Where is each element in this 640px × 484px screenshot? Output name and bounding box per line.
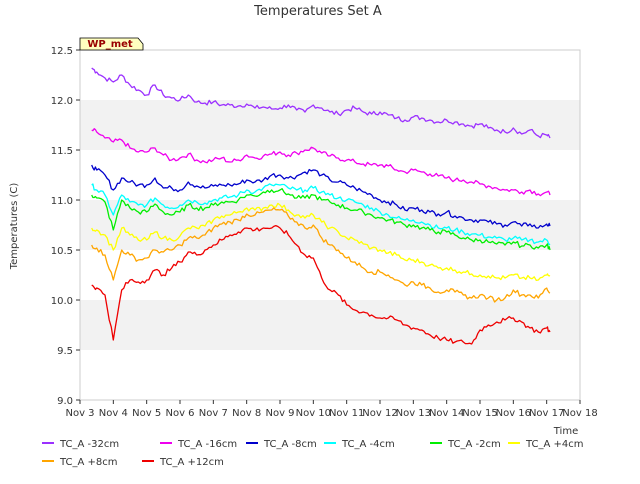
legend-entry: TC_A -4cm bbox=[341, 439, 395, 450]
legend-entry: TC_A +8cm bbox=[59, 457, 118, 468]
y-tick-label: 9.5 bbox=[57, 346, 73, 357]
series-line bbox=[91, 188, 551, 251]
grid-band bbox=[80, 200, 580, 250]
x-tick-label: Nov 5 bbox=[132, 408, 161, 419]
y-tick-label: 11.0 bbox=[51, 196, 73, 207]
x-tick-label: Nov 17 bbox=[529, 408, 564, 419]
x-tick-label: Nov 13 bbox=[396, 408, 431, 419]
y-axis-label: Temperatures (C) bbox=[9, 183, 20, 271]
y-tick-label: 10.5 bbox=[51, 246, 73, 257]
series-line bbox=[91, 128, 551, 197]
series-lines bbox=[91, 67, 551, 345]
legend-entry: TC_A -8cm bbox=[263, 439, 317, 450]
legend-entry: TC_A -16cm bbox=[177, 439, 237, 450]
x-tick-label: Nov 10 bbox=[296, 408, 331, 419]
series-line bbox=[91, 67, 551, 139]
grid-band bbox=[80, 100, 580, 150]
grid-bands bbox=[80, 100, 580, 350]
x-tick-label: Nov 11 bbox=[329, 408, 364, 419]
x-tick-label: Nov 3 bbox=[65, 408, 94, 419]
x-tick-label: Nov 16 bbox=[496, 408, 531, 419]
y-tick-label: 12.0 bbox=[51, 96, 73, 107]
x-tick-label: Nov 15 bbox=[462, 408, 497, 419]
x-tick-label: Nov 12 bbox=[362, 408, 397, 419]
x-tick-label: Nov 4 bbox=[99, 408, 128, 419]
plot-area bbox=[79, 49, 581, 401]
y-tick-label: 10.0 bbox=[51, 296, 73, 307]
legend-entry: TC_A +4cm bbox=[525, 439, 584, 450]
site-label-box: WP_met bbox=[79, 37, 144, 51]
x-axis-label: Time bbox=[553, 426, 578, 437]
y-axis: 9.0 9.5 10.0 10.5 11.0 11.5 12.0 12.5 bbox=[51, 46, 80, 407]
x-tick-label: Nov 6 bbox=[165, 408, 194, 419]
x-tick-label: Nov 8 bbox=[232, 408, 261, 419]
grid-band bbox=[80, 300, 580, 350]
series-line bbox=[91, 183, 551, 246]
legend-entry: TC_A +12cm bbox=[159, 457, 224, 468]
legend-entry: TC_A -2cm bbox=[447, 439, 501, 450]
series-line bbox=[91, 202, 551, 282]
x-tick-label: Nov 7 bbox=[199, 408, 228, 419]
series-line bbox=[91, 207, 551, 303]
x-tick-label: Nov 18 bbox=[562, 408, 597, 419]
legend-entry: TC_A -32cm bbox=[59, 439, 119, 450]
series-line bbox=[91, 164, 551, 229]
site-label: WP_met bbox=[87, 39, 133, 50]
x-tick-label: Nov 9 bbox=[265, 408, 294, 419]
y-tick-label: 9.0 bbox=[57, 396, 73, 407]
x-axis: Nov 3 Nov 4 Nov 5 Nov 6 Nov 7 Nov 8 Nov 9 Nov 1… bbox=[65, 400, 598, 419]
legend: TC_A -32cm TC_A -16cm TC_A -8cm TC_A -4cm TC… bbox=[42, 439, 584, 468]
y-tick-label: 11.5 bbox=[51, 146, 73, 157]
series-line bbox=[91, 224, 551, 345]
y-tick-label: 12.5 bbox=[51, 46, 73, 57]
chart-title: Temperatures Set A bbox=[253, 4, 382, 19]
x-tick-label: Nov 14 bbox=[429, 408, 464, 419]
